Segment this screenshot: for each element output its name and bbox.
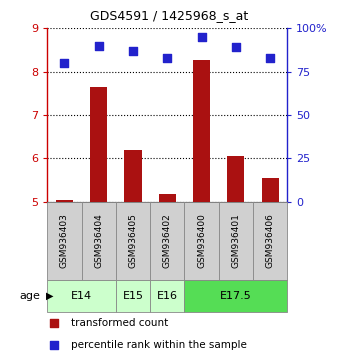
Bar bbox=[185, 202, 219, 280]
Bar bbox=[124, 150, 142, 202]
Text: percentile rank within the sample: percentile rank within the sample bbox=[71, 339, 247, 350]
Bar bbox=[262, 178, 279, 202]
Point bbox=[96, 43, 101, 48]
Bar bbox=[193, 59, 210, 202]
Bar bbox=[227, 156, 244, 202]
Point bbox=[267, 55, 273, 61]
Text: GSM936406: GSM936406 bbox=[266, 213, 275, 268]
Text: GSM936403: GSM936403 bbox=[60, 213, 69, 268]
Point bbox=[62, 60, 67, 66]
Bar bbox=[116, 280, 150, 312]
Bar bbox=[150, 280, 185, 312]
Bar bbox=[56, 200, 73, 202]
Bar bbox=[47, 280, 116, 312]
Text: E16: E16 bbox=[157, 291, 178, 301]
Text: GSM936404: GSM936404 bbox=[94, 213, 103, 268]
Point bbox=[51, 342, 57, 348]
Bar bbox=[253, 202, 287, 280]
Point bbox=[51, 321, 57, 326]
Bar bbox=[81, 202, 116, 280]
Text: E15: E15 bbox=[123, 291, 144, 301]
Text: GSM936402: GSM936402 bbox=[163, 213, 172, 268]
Text: GSM936400: GSM936400 bbox=[197, 213, 206, 268]
Bar bbox=[47, 202, 81, 280]
Bar bbox=[159, 194, 176, 202]
Bar bbox=[219, 202, 253, 280]
Text: ▶: ▶ bbox=[46, 291, 53, 301]
Point bbox=[165, 55, 170, 61]
Bar bbox=[90, 87, 107, 202]
Text: age: age bbox=[20, 291, 41, 301]
Text: GDS4591 / 1425968_s_at: GDS4591 / 1425968_s_at bbox=[90, 9, 248, 22]
Point bbox=[130, 48, 136, 54]
Point bbox=[233, 45, 239, 50]
Bar bbox=[116, 202, 150, 280]
Bar bbox=[150, 202, 185, 280]
Text: E14: E14 bbox=[71, 291, 92, 301]
Point bbox=[199, 34, 204, 40]
Text: E17.5: E17.5 bbox=[220, 291, 252, 301]
Text: GSM936405: GSM936405 bbox=[128, 213, 138, 268]
Text: GSM936401: GSM936401 bbox=[232, 213, 240, 268]
Bar bbox=[185, 280, 287, 312]
Text: transformed count: transformed count bbox=[71, 318, 168, 329]
